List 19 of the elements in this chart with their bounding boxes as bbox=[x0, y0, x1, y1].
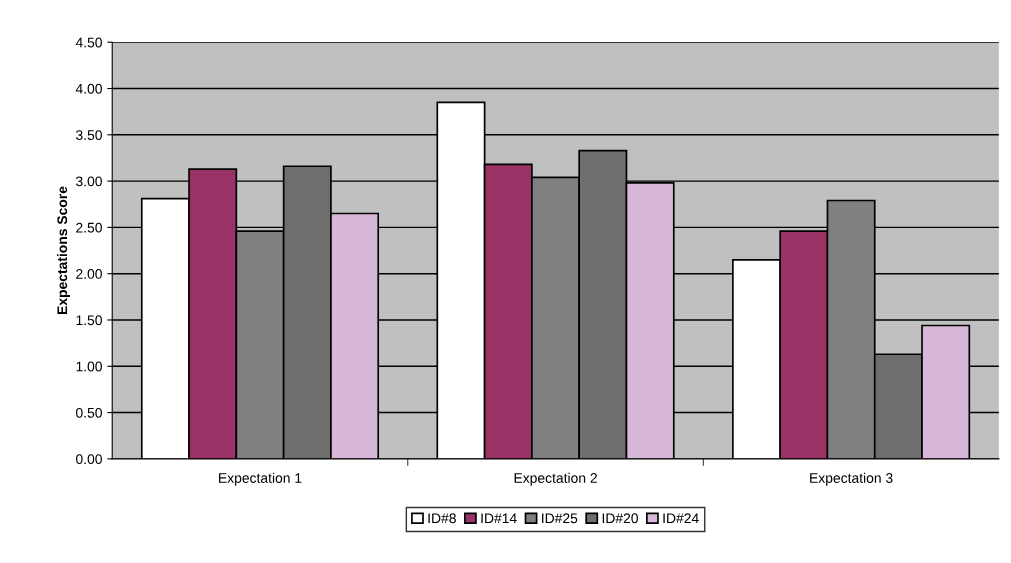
y-axis-title: Expectations Score bbox=[56, 186, 70, 315]
legend-label: ID#24 bbox=[663, 513, 699, 524]
y-tick-label: 4.50 bbox=[75, 37, 102, 48]
y-tick-label: 4.00 bbox=[75, 83, 102, 94]
x-tick-label: Expectation 1 bbox=[219, 472, 302, 486]
y-tick-label: 2.50 bbox=[76, 222, 102, 233]
y-tick-label: 3.50 bbox=[76, 130, 102, 140]
legend-label: ID#8 bbox=[428, 513, 456, 524]
x-tick-label: Expectation 2 bbox=[514, 472, 597, 486]
legend-label: ID#20 bbox=[602, 513, 638, 524]
y-tick-label: 2.00 bbox=[76, 269, 102, 279]
y-tick-label: 1.50 bbox=[76, 315, 102, 326]
x-tick-label: Expectation 3 bbox=[810, 472, 893, 486]
y-tick-label: 1.00 bbox=[76, 361, 102, 372]
y-tick-label: 3.00 bbox=[76, 176, 102, 187]
y-tick-label: 0.00 bbox=[76, 454, 102, 465]
legend-label: ID#25 bbox=[542, 513, 578, 524]
legend-label: ID#14 bbox=[481, 513, 517, 524]
y-tick-label: 0.50 bbox=[76, 407, 102, 418]
